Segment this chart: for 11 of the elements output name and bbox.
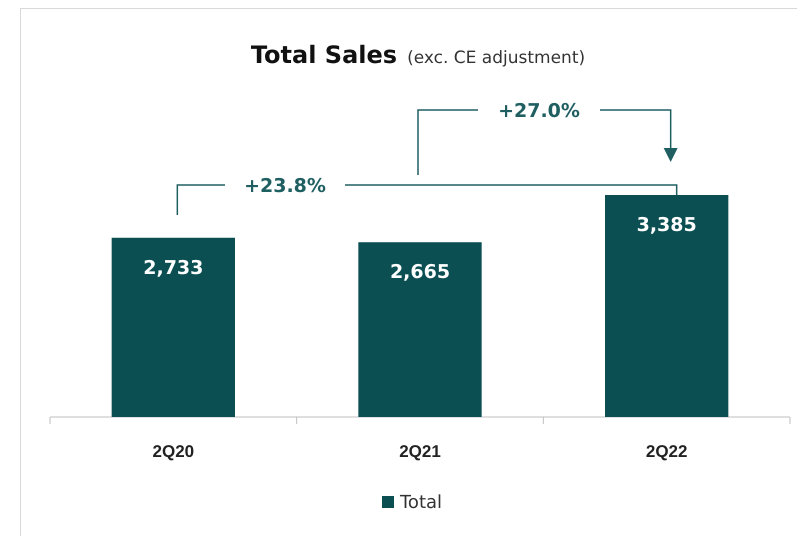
data-label: 2,665: [390, 261, 450, 284]
chart-subtitle: (exc. CE adjustment): [407, 48, 586, 68]
chart-title: Total Sales: [250, 41, 398, 69]
legend-label: Total: [399, 492, 442, 513]
x-tick-label: 2Q22: [646, 442, 688, 462]
x-tick-label: 2Q21: [399, 442, 441, 462]
data-label: 2,733: [143, 256, 204, 279]
text: +27.0%: [498, 100, 580, 122]
x-tick-label: 2Q20: [152, 442, 194, 462]
data-label: 3,385: [636, 214, 697, 236]
annotation: +23.8%: [244, 175, 326, 197]
